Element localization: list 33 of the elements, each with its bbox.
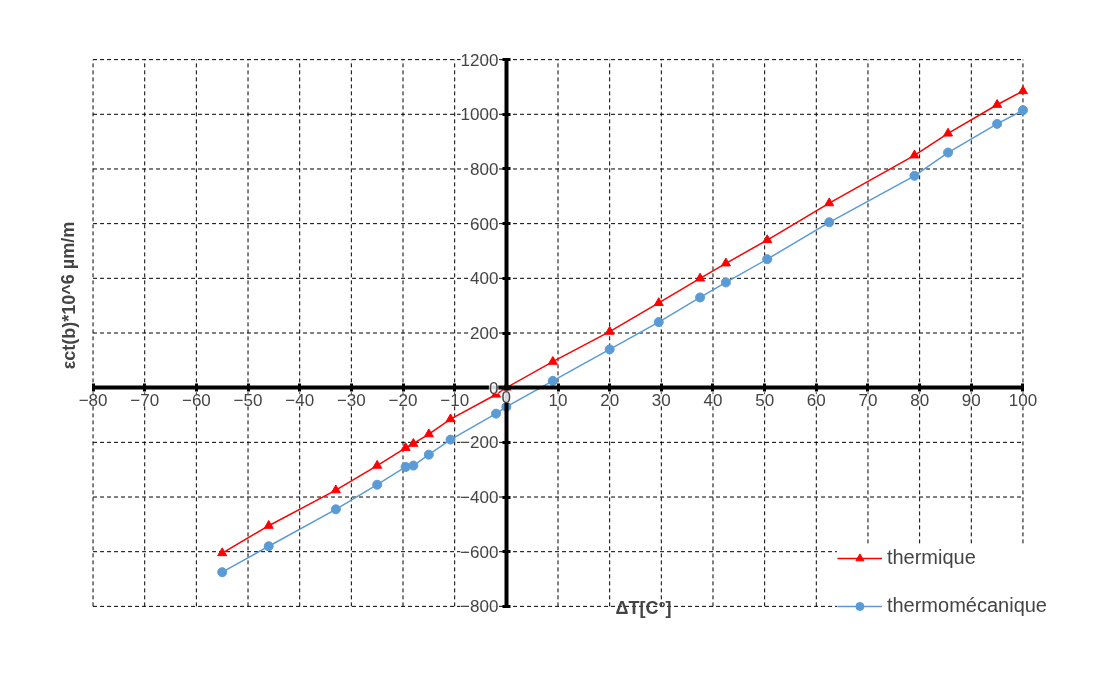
legend-label: thermique <box>886 546 976 569</box>
y-tick-label: 600 <box>469 214 499 234</box>
x-tick-label: −50 <box>233 390 263 410</box>
x-tick-label: 50 <box>755 390 775 410</box>
y-axis-title: εct(b)*10^6 µm/m <box>58 221 79 370</box>
y-tick-label: 800 <box>469 159 499 179</box>
x-tick-label: 10 <box>548 390 568 410</box>
x-tick-label: −10 <box>440 390 470 410</box>
x-tick-label: −40 <box>285 390 315 410</box>
x-axis-title: ΔT[C°] <box>615 597 672 618</box>
y-tick-label: 200 <box>469 324 499 343</box>
y-tick-label: −800 <box>460 597 499 617</box>
x-tick-label: 20 <box>600 390 620 410</box>
y-tick-label: 1200 <box>460 50 499 70</box>
y-tick-label: −600 <box>460 542 499 562</box>
x-tick-label: 100 <box>1008 390 1038 410</box>
y-tick-label: 1000 <box>460 105 499 125</box>
y-tick-label: 400 <box>469 269 499 289</box>
x-tick-label: 60 <box>806 390 826 410</box>
x-tick-label: −20 <box>388 390 418 410</box>
y-tick-label: −200 <box>460 433 499 453</box>
x-tick-label: 0 <box>501 387 512 407</box>
y-tick-label: −400 <box>460 488 499 508</box>
x-tick-label: −80 <box>78 390 108 410</box>
x-tick-label: 70 <box>858 390 878 410</box>
legend-label: thermomécanique <box>886 594 1047 617</box>
x-tick-label: 90 <box>961 390 981 410</box>
x-tick-label: −30 <box>336 390 366 410</box>
x-tick-label: 40 <box>703 390 723 410</box>
x-tick-label: −70 <box>130 390 160 410</box>
x-tick-label: 30 <box>651 390 671 410</box>
x-tick-label: 80 <box>910 390 930 410</box>
x-tick-label: −60 <box>181 390 211 410</box>
